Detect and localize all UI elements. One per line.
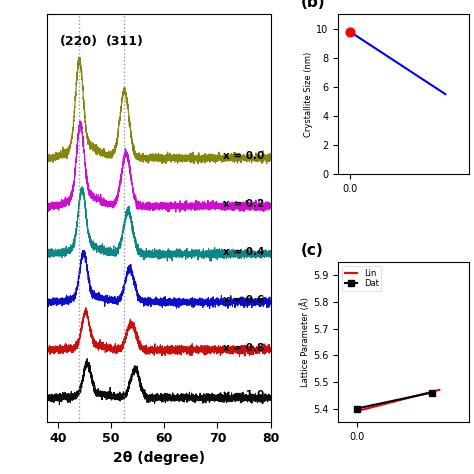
Text: (b): (b)	[301, 0, 326, 10]
Legend: Lin, Dat: Lin, Dat	[342, 266, 381, 291]
Text: (c): (c)	[301, 243, 324, 258]
Text: (220): (220)	[60, 35, 98, 48]
Dat	[429, 390, 435, 395]
Text: x = 0.8: x = 0.8	[223, 343, 264, 353]
Line: Lin: Lin	[357, 390, 439, 411]
Text: (311): (311)	[106, 35, 144, 48]
Line: Dat: Dat	[354, 390, 435, 411]
X-axis label: 2θ (degree): 2θ (degree)	[113, 451, 205, 465]
Lin	[354, 409, 360, 414]
Y-axis label: Lattice Parameter (Å): Lattice Parameter (Å)	[300, 297, 310, 387]
Lin	[437, 387, 442, 393]
Y-axis label: Crystallite Size (nm): Crystallite Size (nm)	[304, 52, 313, 137]
Text: x = 0.4: x = 0.4	[223, 246, 264, 256]
Text: x = 0.2: x = 0.2	[223, 199, 264, 209]
Point	[346, 28, 354, 36]
Text: x = 0.0: x = 0.0	[223, 151, 264, 161]
Text: x = 0.6: x = 0.6	[223, 294, 264, 305]
Text: x = 1.0: x = 1.0	[223, 391, 264, 401]
Dat	[354, 406, 360, 411]
